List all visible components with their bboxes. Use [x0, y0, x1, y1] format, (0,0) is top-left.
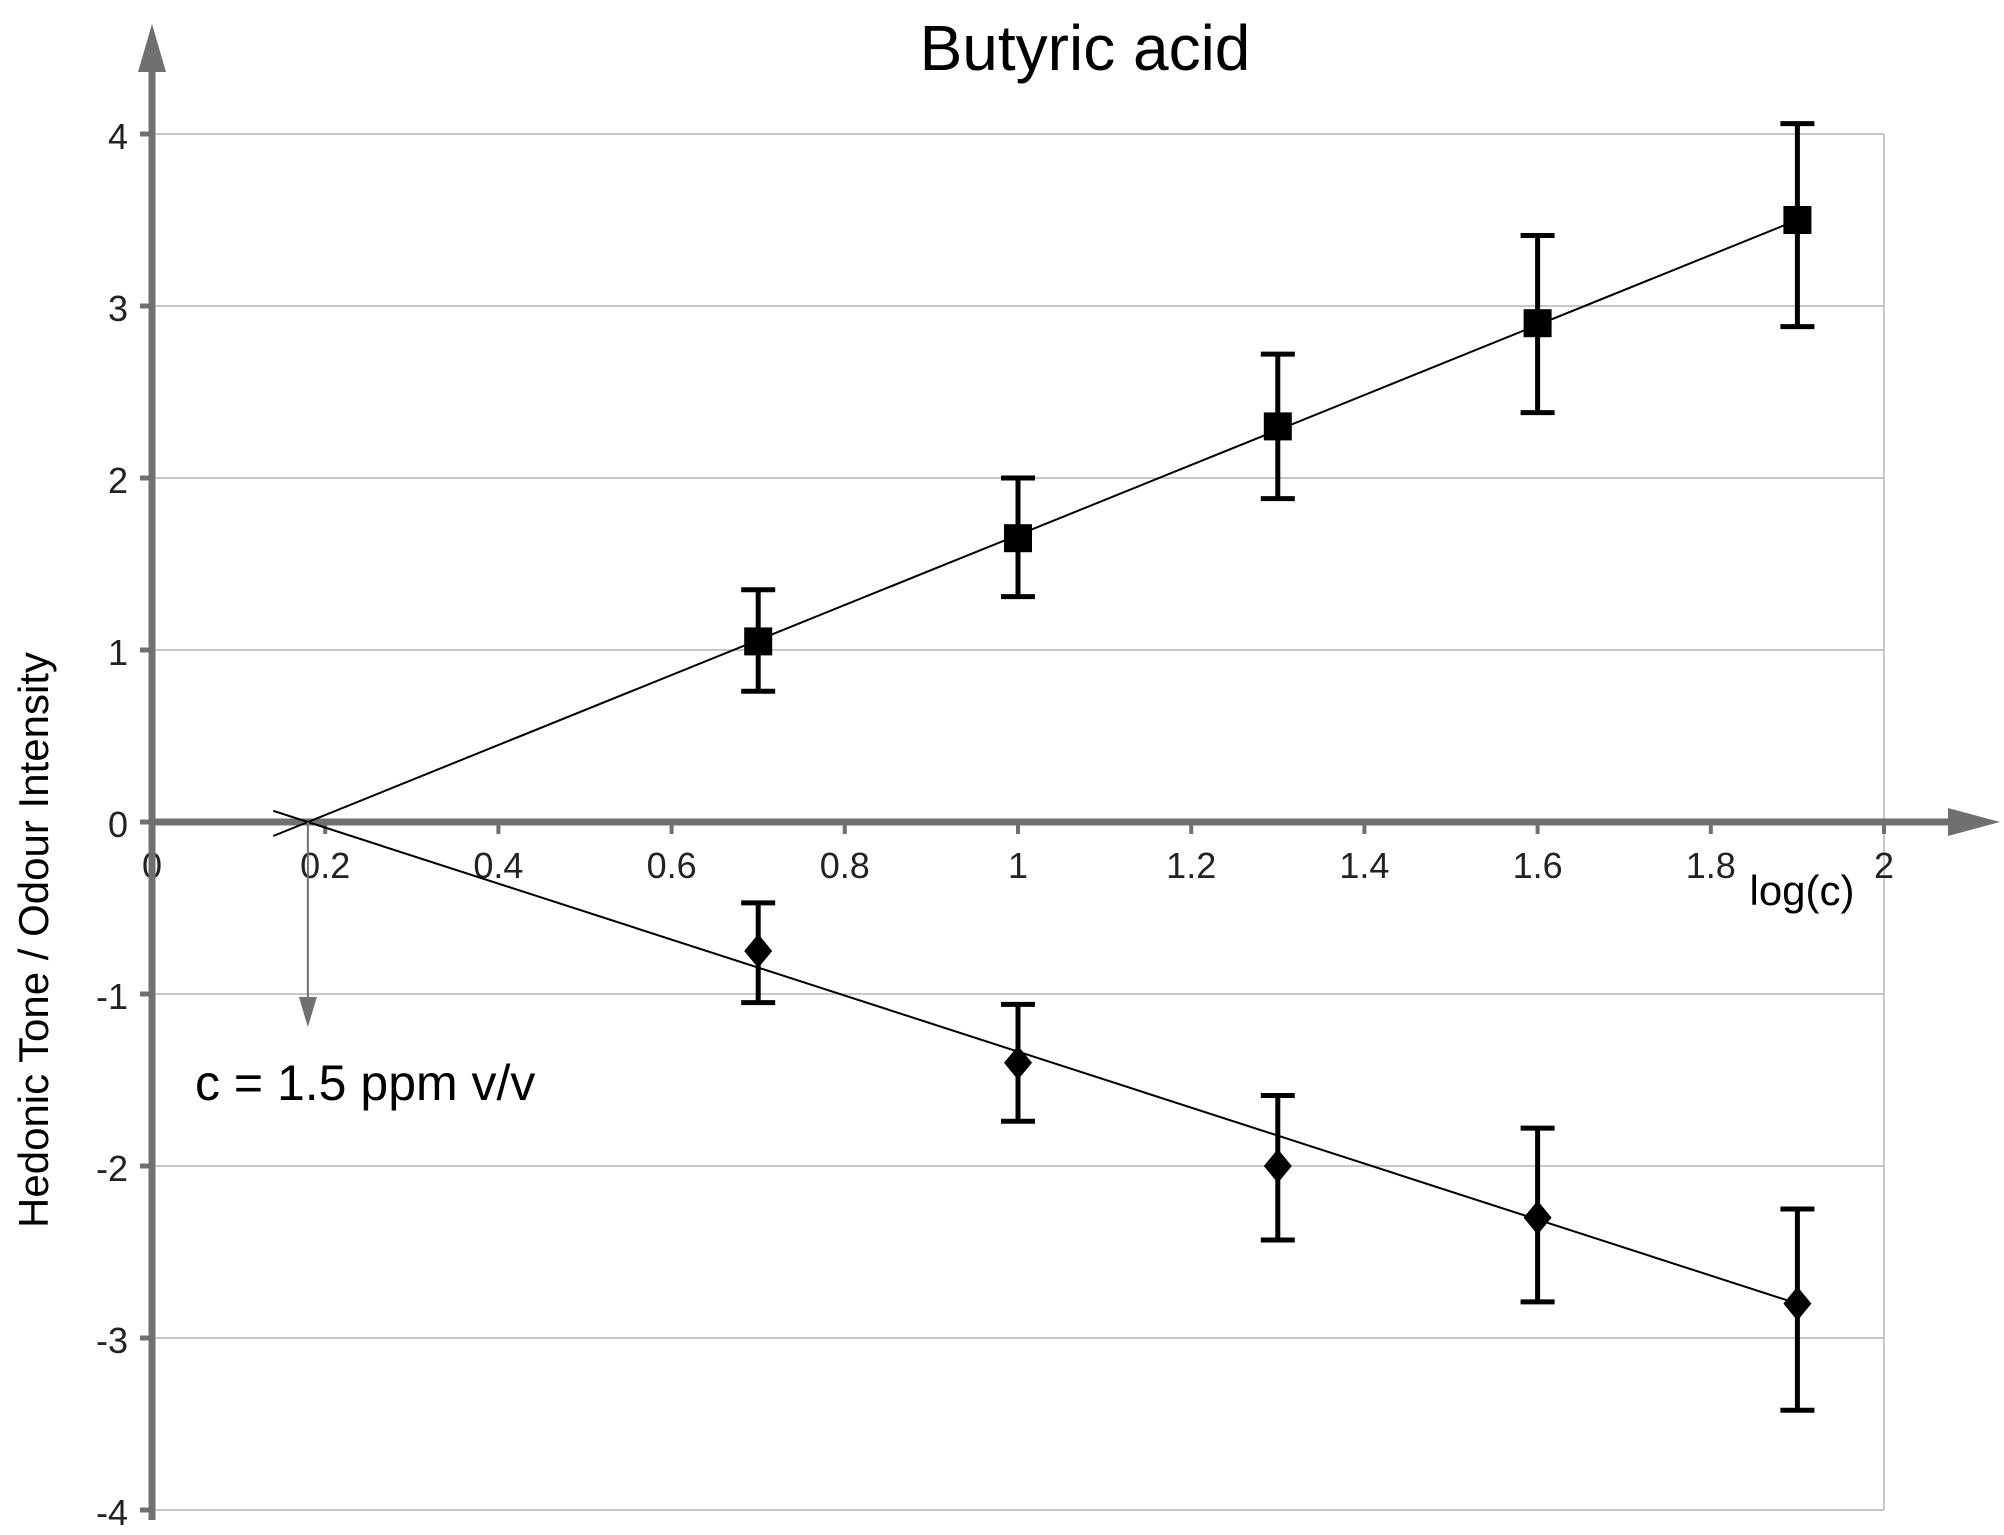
square-marker: [744, 627, 773, 656]
x-tick-label: 1.4: [1339, 845, 1389, 886]
diamond-marker: [1263, 1149, 1292, 1183]
y-tick-label: 2: [108, 460, 128, 501]
y-axis-label: Hedonic Tone / Odour Intensity: [10, 652, 57, 1228]
x-tick-label: 1.2: [1166, 845, 1216, 886]
data-markers: [744, 206, 1812, 1321]
x-tick-labels: 00.20.40.60.811.21.41.61.82: [142, 822, 1894, 886]
threshold-annotation: [298, 822, 317, 1027]
x-tick-label: 1.6: [1513, 845, 1563, 886]
fit-lines: [272, 219, 1798, 1305]
y-tick-label: 0: [108, 804, 128, 845]
y-tick-label: -2: [96, 1148, 128, 1189]
y-tick-label: -3: [96, 1320, 128, 1361]
square-marker: [1523, 309, 1552, 338]
fit-line-extension: [272, 821, 309, 837]
x-axis-label: log(c): [1749, 867, 1854, 914]
x-tick-label: 0.6: [647, 845, 697, 886]
diamond-marker: [1523, 1200, 1552, 1235]
threshold-arrowhead: [298, 997, 317, 1027]
axes: [138, 24, 2000, 1520]
y-axis-arrowhead: [138, 24, 166, 72]
annotation-text: c = 1.5 ppm v/v: [195, 1055, 535, 1111]
square-marker: [1783, 206, 1812, 234]
x-tick-label: 0.4: [473, 845, 523, 886]
diamond-marker: [1004, 1045, 1032, 1080]
diamond-marker: [744, 934, 773, 968]
square-marker: [1263, 412, 1292, 441]
y-tick-label: 1: [108, 632, 128, 673]
chart-title: Butyric acid: [920, 12, 1251, 84]
diamond-marker: [1783, 1286, 1812, 1321]
x-tick-label: 0.8: [820, 845, 870, 886]
square-marker: [1004, 524, 1032, 553]
x-tick-label: 2: [1874, 845, 1894, 886]
y-tick-labels: -4 -3 -2 -1 0 1 2 3 4: [96, 116, 152, 1533]
x-axis-arrowhead: [1948, 808, 2000, 836]
error-bars: [741, 121, 1815, 1413]
x-tick-label: 1: [1008, 845, 1028, 886]
x-tick-label: 1.8: [1686, 845, 1736, 886]
y-tick-label: -4: [96, 1492, 128, 1533]
fit-line: [307, 219, 1798, 823]
fit-line-extension: [272, 809, 309, 823]
y-tick-label: -1: [96, 976, 128, 1017]
fit-line: [307, 821, 1798, 1305]
y-tick-label: 3: [108, 288, 128, 329]
y-tick-label: 4: [108, 116, 128, 157]
